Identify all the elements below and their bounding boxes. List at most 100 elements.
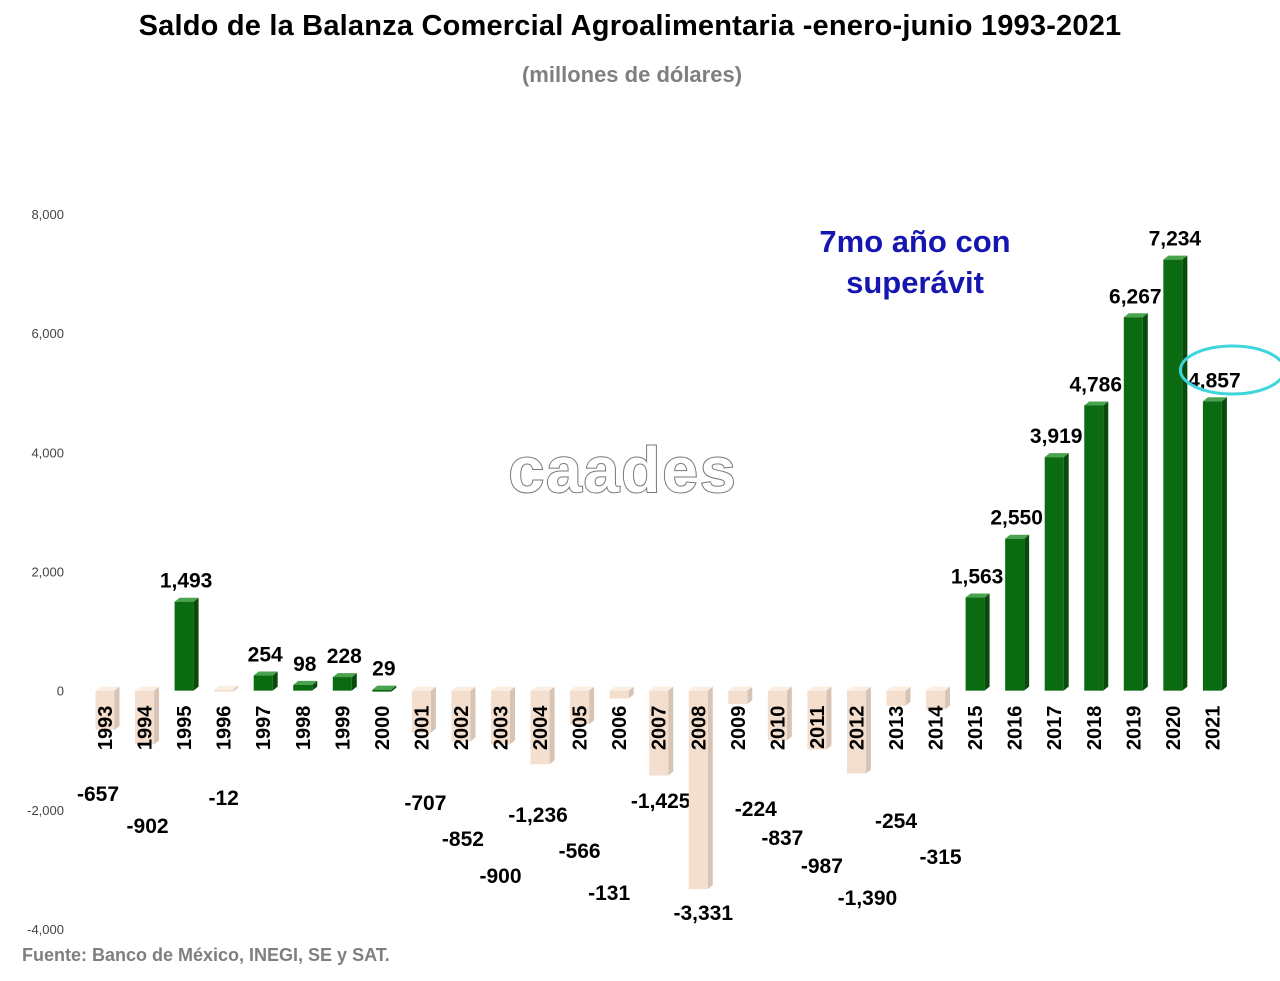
bar-1994	[135, 690, 155, 745]
bar-2011	[807, 690, 827, 750]
bar-2005	[570, 690, 590, 725]
bar-2008	[688, 690, 708, 890]
bar-top	[293, 680, 318, 685]
bar-1997	[253, 675, 273, 691]
bar-1995	[174, 601, 194, 691]
bar-side	[707, 686, 713, 890]
category-label-2001: 2001	[411, 706, 433, 751]
category-label-1994: 1994	[135, 705, 157, 750]
bar-top	[570, 686, 595, 691]
bar-side	[154, 686, 160, 745]
data-label-2013: -254	[875, 810, 917, 833]
bar-side	[747, 686, 753, 705]
data-label-2014: -315	[920, 846, 962, 869]
data-label-1995: 1,493	[160, 570, 213, 593]
data-label-1997: 254	[248, 644, 283, 667]
source-note: Fuente: Banco de México, INEGI, SE y SAT…	[22, 945, 390, 965]
bar-top	[926, 686, 951, 691]
bar-side	[945, 686, 951, 710]
bar-1993	[95, 690, 115, 730]
data-label-1998: 98	[293, 653, 317, 676]
data-label-2006: -131	[588, 882, 630, 905]
data-label-2018: 4,786	[1069, 374, 1122, 397]
bar-side	[1182, 255, 1188, 691]
bar-side	[786, 686, 792, 741]
data-label-2002: -852	[442, 828, 484, 851]
bar-side	[233, 685, 239, 692]
data-label-2010: -837	[761, 827, 803, 850]
bar-top	[95, 686, 120, 691]
data-label-2017: 3,919	[1030, 425, 1083, 448]
bar-2015	[965, 597, 985, 691]
annotation-line-1: 7mo año con	[819, 224, 1010, 259]
bar-2010	[767, 690, 787, 741]
bar-2007	[649, 690, 669, 776]
chart-subtitle: (millones de dólares)	[521, 62, 743, 87]
data-label-2011: -987	[801, 855, 843, 878]
bar-2021	[1202, 401, 1222, 691]
y-tick-label: -2,000	[27, 803, 64, 818]
category-label-2014: 2014	[926, 705, 948, 750]
bar-top	[886, 686, 911, 691]
bar-side	[628, 686, 634, 699]
bar-top	[332, 673, 357, 678]
bar-top	[1163, 255, 1188, 260]
category-label-1996: 1996	[214, 706, 236, 751]
data-label-2008: -3,331	[673, 902, 733, 925]
bar-top	[688, 686, 713, 691]
bar-side	[391, 685, 397, 692]
bar-side	[272, 671, 278, 691]
bar-top	[174, 597, 199, 602]
bar-side	[312, 680, 318, 691]
bar-side	[1063, 453, 1069, 691]
category-label-2009: 2009	[728, 706, 750, 751]
bar-side	[826, 686, 832, 750]
bar-top	[1202, 397, 1227, 402]
bar-side	[430, 686, 436, 733]
bar-top	[846, 686, 871, 691]
bar-top	[609, 686, 634, 691]
bar-side	[865, 686, 871, 774]
category-label-1997: 1997	[253, 706, 275, 751]
bar-top	[1123, 313, 1148, 318]
bar-side	[351, 673, 357, 691]
data-label-1999: 228	[327, 645, 362, 668]
bar-2018	[1084, 405, 1104, 691]
bar-top	[491, 686, 515, 691]
bar-side	[1024, 534, 1030, 691]
bar-2004	[530, 690, 550, 765]
bar-1999	[332, 677, 352, 691]
bar-top	[372, 685, 397, 690]
bar-side	[589, 686, 595, 725]
data-label-1993: -657	[77, 783, 119, 806]
bar-top	[728, 686, 753, 691]
bar-side	[510, 686, 515, 745]
category-label-2011: 2011	[807, 706, 829, 749]
watermark: caades	[508, 434, 737, 506]
y-tick-label: 0	[57, 684, 64, 699]
bar-side	[905, 686, 911, 706]
data-label-2021: 4,857	[1188, 369, 1241, 392]
category-label-2020: 2020	[1163, 706, 1185, 751]
bar-2013	[886, 690, 906, 706]
category-label-2016: 2016	[1005, 706, 1027, 751]
bar-2016	[1005, 538, 1025, 691]
y-tick-label: 8,000	[31, 207, 64, 222]
bar-top	[965, 593, 990, 598]
y-tick-label: 4,000	[31, 445, 64, 460]
bar-2006	[609, 690, 629, 699]
annotation-line-2: superávit	[846, 265, 984, 300]
bar-1996	[214, 689, 234, 692]
data-label-2000: 29	[372, 658, 395, 681]
category-label-1998: 1998	[293, 706, 315, 751]
bar-side	[114, 686, 120, 730]
bar-1998	[293, 684, 313, 691]
chart-title: Saldo de la Balanza Comercial Agroalimen…	[138, 10, 1122, 42]
category-label-1999: 1999	[332, 706, 354, 751]
data-label-2020: 7,234	[1149, 228, 1202, 251]
y-tick-label: -4,000	[27, 922, 64, 937]
bar-top	[530, 686, 555, 691]
bar-2019	[1123, 317, 1143, 691]
data-label-2016: 2,550	[990, 507, 1043, 530]
